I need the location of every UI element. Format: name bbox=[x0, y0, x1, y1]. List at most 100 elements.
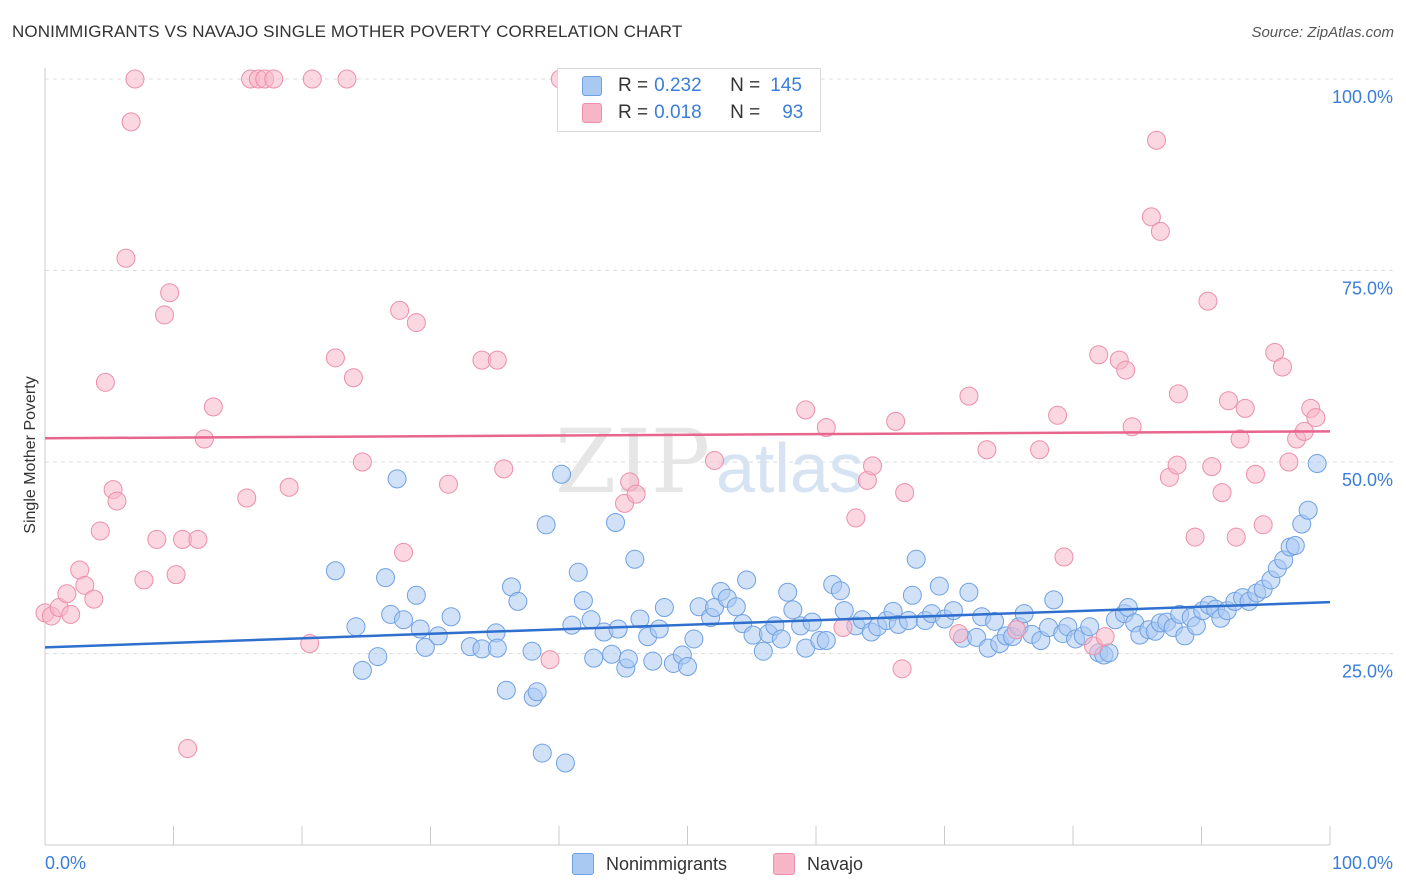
data-point bbox=[95, 372, 115, 392]
trend-layer bbox=[44, 430, 1331, 649]
data-point bbox=[985, 611, 1005, 631]
data-point bbox=[90, 521, 110, 541]
data-point bbox=[194, 429, 214, 449]
data-point bbox=[1150, 221, 1170, 241]
data-point bbox=[1198, 291, 1218, 311]
data-point bbox=[552, 464, 572, 484]
data-point bbox=[522, 641, 542, 661]
data-point bbox=[737, 570, 757, 590]
bottom-legend-swatch-nonimmigrants bbox=[572, 853, 594, 875]
bottom-legend-navajo: Navajo bbox=[773, 852, 863, 876]
data-point bbox=[428, 626, 448, 646]
legend-row-nonimmigrants: R = 0.232 N = 145 bbox=[582, 74, 802, 98]
data-point bbox=[387, 469, 407, 489]
data-point bbox=[834, 601, 854, 621]
data-point bbox=[84, 589, 104, 609]
y-tick-label: 75.0% bbox=[1342, 279, 1393, 299]
data-point bbox=[778, 582, 798, 602]
label-layer: 25.0% 50.0% 75.0% 100.0% 0.0% 100.0% Single Mo… bbox=[22, 87, 1393, 873]
data-point bbox=[1147, 130, 1167, 150]
legend-n-value: 93 bbox=[782, 102, 804, 123]
data-point bbox=[654, 598, 674, 618]
data-point bbox=[630, 609, 650, 629]
data-point bbox=[726, 597, 746, 617]
data-point bbox=[116, 248, 136, 268]
data-point bbox=[1235, 398, 1255, 418]
x-tick-label: 100.0% bbox=[1332, 853, 1393, 873]
data-point bbox=[508, 591, 528, 611]
data-point bbox=[178, 738, 198, 758]
data-point bbox=[343, 368, 363, 388]
bottom-legend-swatch-navajo bbox=[773, 853, 795, 875]
data-point bbox=[1048, 405, 1068, 425]
data-point bbox=[1141, 207, 1161, 227]
data-point bbox=[1054, 547, 1074, 567]
data-point bbox=[584, 648, 604, 668]
legend-r-label: R = bbox=[618, 102, 649, 123]
data-point bbox=[107, 491, 127, 511]
legend-n-label: N = bbox=[730, 102, 761, 123]
data-point bbox=[1265, 342, 1285, 362]
data-point bbox=[906, 549, 926, 569]
data-point bbox=[568, 562, 588, 582]
data-point bbox=[1095, 627, 1115, 647]
data-point bbox=[496, 680, 516, 700]
data-point bbox=[783, 600, 803, 620]
data-point bbox=[125, 69, 145, 89]
legend-swatch-navajo bbox=[582, 103, 602, 123]
data-point bbox=[337, 69, 357, 89]
data-point bbox=[618, 649, 638, 669]
data-point bbox=[1272, 357, 1292, 377]
data-point bbox=[237, 488, 257, 508]
data-point bbox=[684, 629, 704, 649]
data-point bbox=[1245, 464, 1265, 484]
data-point bbox=[1116, 360, 1136, 380]
data-point bbox=[863, 456, 883, 476]
data-point bbox=[1230, 429, 1250, 449]
data-point bbox=[846, 508, 866, 528]
watermark-atlas: atlas bbox=[716, 429, 864, 507]
data-point bbox=[1226, 527, 1246, 547]
data-point bbox=[75, 575, 95, 595]
data-point bbox=[406, 585, 426, 605]
data-point bbox=[438, 474, 458, 494]
data-point bbox=[704, 598, 724, 618]
data-point bbox=[602, 644, 622, 664]
data-point bbox=[346, 617, 366, 637]
data-point bbox=[494, 459, 514, 479]
data-point bbox=[606, 513, 626, 533]
data-point bbox=[608, 619, 628, 639]
data-point bbox=[1080, 617, 1100, 637]
data-point bbox=[487, 638, 507, 658]
chart-title: NONIMMIGRANTS VS NAVAJO SINGLE MOTHER PO… bbox=[12, 22, 683, 41]
data-point bbox=[649, 619, 669, 639]
stats-legend: R = 0.232 N = 145 R = 0.018 N = 93 bbox=[557, 68, 821, 132]
data-point bbox=[536, 515, 556, 535]
bottom-legend-nonimmigrants: Nonimmigrants bbox=[572, 852, 727, 876]
data-point bbox=[1089, 345, 1109, 365]
x-tick-label: 0.0% bbox=[45, 853, 86, 873]
y-tick-label: 25.0% bbox=[1342, 662, 1393, 682]
data-point bbox=[302, 69, 322, 89]
data-point bbox=[1044, 590, 1064, 610]
data-point bbox=[394, 610, 414, 630]
data-point bbox=[833, 617, 853, 637]
data-point bbox=[155, 305, 175, 325]
data-point bbox=[394, 542, 414, 562]
data-point bbox=[406, 313, 426, 333]
data-point bbox=[279, 477, 299, 497]
data-point bbox=[352, 452, 372, 472]
data-point bbox=[643, 651, 663, 671]
data-point bbox=[895, 483, 915, 503]
legend-r-value: 0.018 bbox=[654, 102, 702, 123]
data-point bbox=[562, 615, 582, 635]
data-point bbox=[390, 300, 410, 320]
legend-r-label: R = bbox=[618, 75, 649, 96]
data-point bbox=[376, 568, 396, 588]
data-point bbox=[57, 584, 77, 604]
data-point bbox=[147, 529, 167, 549]
data-point bbox=[704, 450, 724, 470]
data-point bbox=[1218, 391, 1238, 411]
data-point bbox=[949, 624, 969, 644]
data-point bbox=[902, 585, 922, 605]
